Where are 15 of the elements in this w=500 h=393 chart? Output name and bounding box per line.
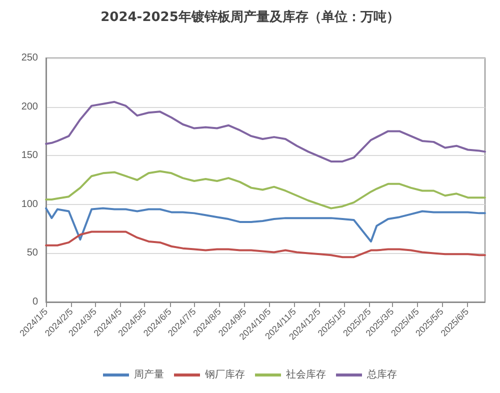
line-series [45,170,486,210]
y-tick-label: 150 [21,150,38,162]
chart-title: 2024-2025年镀锌板周产量及库存（单位：万吨） [100,9,400,25]
legend-label: 社会库存 [286,368,326,380]
legend-label: 钢厂库存 [204,368,245,380]
y-tick-label: 50 [26,248,38,259]
y-tick-label: 200 [21,101,38,112]
y-tick-label: 0 [32,296,38,308]
y-tick-label: 100 [21,198,38,210]
line-series [45,230,486,258]
legend-label: 周产量 [134,368,164,380]
line-series [45,100,486,162]
y-tick-label: 250 [21,52,38,64]
legend-label: 总库存 [366,368,397,380]
line-series [45,207,486,242]
